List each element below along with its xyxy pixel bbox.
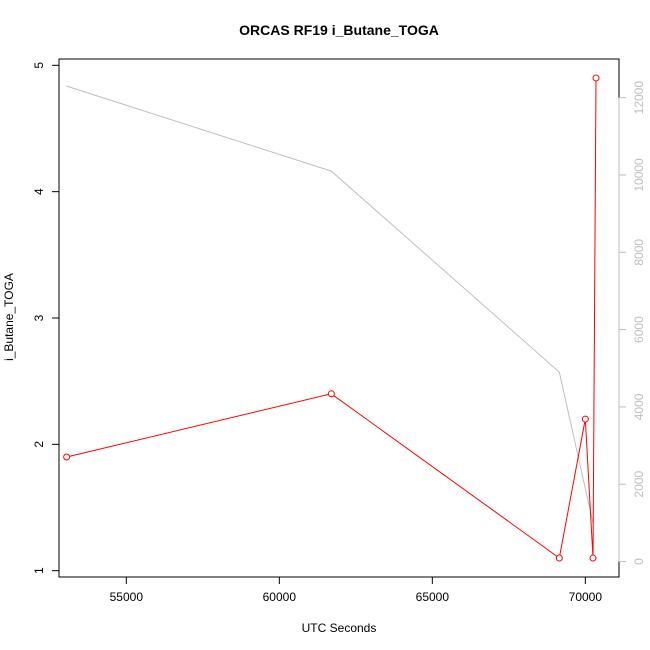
data-point bbox=[555, 554, 563, 562]
y2-tick-label: 4000 bbox=[632, 393, 646, 420]
y-axis-left: 1 2 3 4 5 bbox=[32, 62, 60, 574]
y-tick-label: 3 bbox=[32, 314, 46, 321]
y-tick-label: 4 bbox=[32, 188, 46, 195]
x-axis: 55000 60000 65000 70000 bbox=[110, 576, 603, 604]
series-layer bbox=[63, 74, 600, 562]
series-line-primary bbox=[66, 77, 597, 559]
x-tick-label: 55000 bbox=[110, 590, 144, 604]
data-point bbox=[581, 415, 589, 423]
data-point bbox=[63, 453, 71, 461]
series-line-secondary bbox=[66, 85, 594, 524]
y-axis-label: i_Butane_TOGA bbox=[2, 273, 16, 361]
x-tick-label: 65000 bbox=[416, 590, 450, 604]
y2-tick-label: 8000 bbox=[632, 239, 646, 266]
y2-tick-label: 2000 bbox=[632, 471, 646, 498]
chart-title: ORCAS RF19 i_Butane_TOGA bbox=[239, 22, 439, 38]
x-tick-label: 60000 bbox=[263, 590, 297, 604]
y2-tick-label: 10000 bbox=[632, 158, 646, 192]
data-point bbox=[327, 390, 335, 398]
y2-tick-label: 6000 bbox=[632, 316, 646, 343]
y-tick-label: 1 bbox=[32, 567, 46, 574]
y-tick-label: 2 bbox=[32, 441, 46, 448]
y2-tick-label: 12000 bbox=[632, 81, 646, 115]
y2-tick-label: 0 bbox=[632, 558, 646, 565]
y-tick-label: 5 bbox=[32, 62, 46, 69]
x-tick-label: 70000 bbox=[569, 590, 603, 604]
plot-frame bbox=[58, 58, 620, 578]
data-point bbox=[589, 554, 597, 562]
x-axis-label: UTC Seconds bbox=[302, 621, 377, 635]
y-axis-right: 0 2000 4000 6000 8000 10000 12000 bbox=[618, 81, 646, 565]
data-point bbox=[592, 74, 600, 82]
